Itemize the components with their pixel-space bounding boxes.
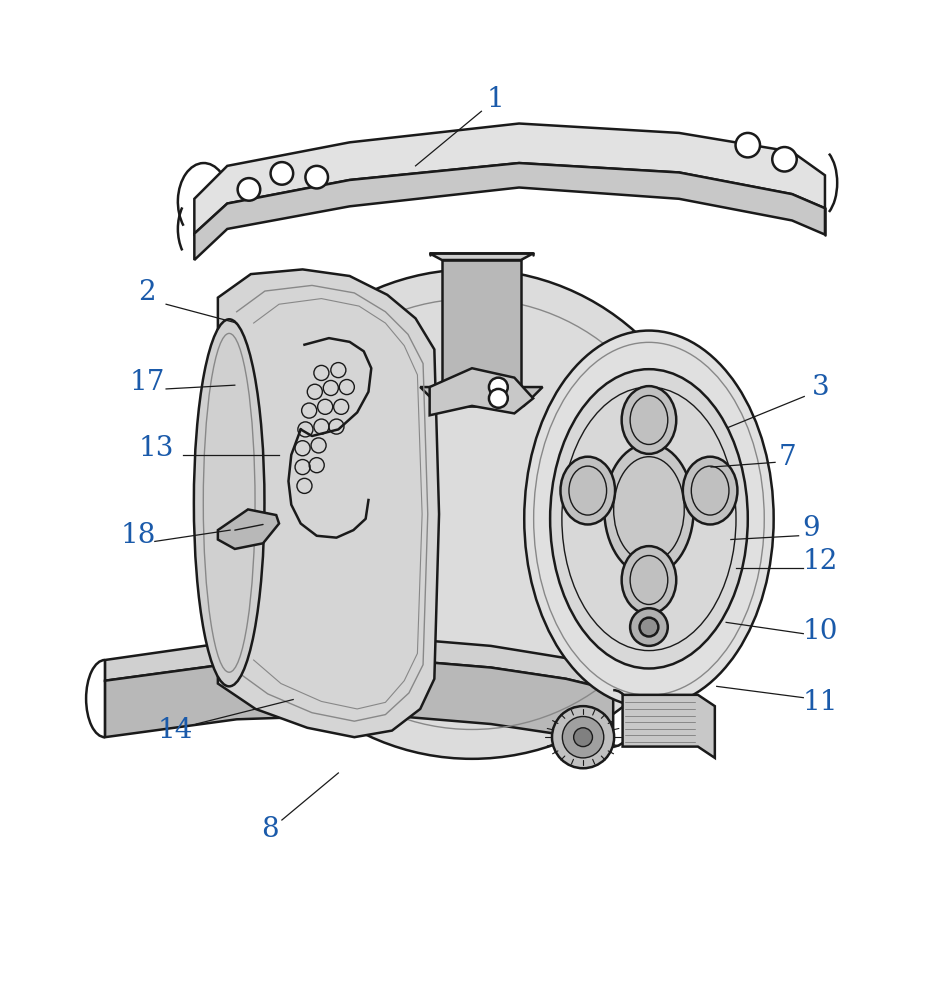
Ellipse shape	[524, 331, 774, 707]
Circle shape	[574, 728, 593, 747]
Circle shape	[238, 178, 261, 201]
Ellipse shape	[550, 369, 748, 668]
Polygon shape	[420, 387, 543, 406]
Text: 10: 10	[802, 618, 838, 645]
Text: 7: 7	[779, 444, 796, 471]
Circle shape	[772, 147, 797, 172]
Polygon shape	[105, 658, 614, 747]
Text: 18: 18	[120, 522, 156, 549]
Polygon shape	[430, 253, 533, 260]
Ellipse shape	[228, 269, 716, 759]
Polygon shape	[623, 695, 715, 758]
Circle shape	[631, 608, 667, 646]
Circle shape	[552, 706, 615, 768]
Ellipse shape	[194, 319, 264, 686]
Text: 14: 14	[158, 717, 194, 744]
Circle shape	[271, 162, 294, 185]
Circle shape	[563, 716, 604, 758]
Text: 2: 2	[139, 279, 156, 306]
Polygon shape	[194, 163, 825, 260]
Ellipse shape	[622, 546, 676, 614]
Ellipse shape	[604, 444, 694, 575]
Ellipse shape	[622, 386, 676, 454]
Text: 13: 13	[139, 435, 175, 462]
Text: 12: 12	[802, 548, 838, 575]
Polygon shape	[218, 269, 439, 737]
Polygon shape	[442, 260, 521, 406]
Circle shape	[639, 618, 658, 636]
Text: 1: 1	[487, 86, 504, 113]
Circle shape	[735, 133, 760, 157]
Circle shape	[306, 166, 328, 188]
Text: 9: 9	[802, 515, 819, 542]
Text: 3: 3	[812, 374, 829, 401]
Ellipse shape	[561, 457, 615, 524]
Text: 11: 11	[802, 689, 838, 716]
Polygon shape	[105, 636, 614, 690]
Circle shape	[489, 389, 508, 408]
Text: 8: 8	[261, 816, 278, 843]
Circle shape	[489, 378, 508, 396]
Polygon shape	[218, 509, 279, 549]
Ellipse shape	[683, 457, 737, 524]
Polygon shape	[430, 368, 533, 415]
Polygon shape	[194, 124, 825, 234]
Text: 17: 17	[129, 369, 165, 396]
